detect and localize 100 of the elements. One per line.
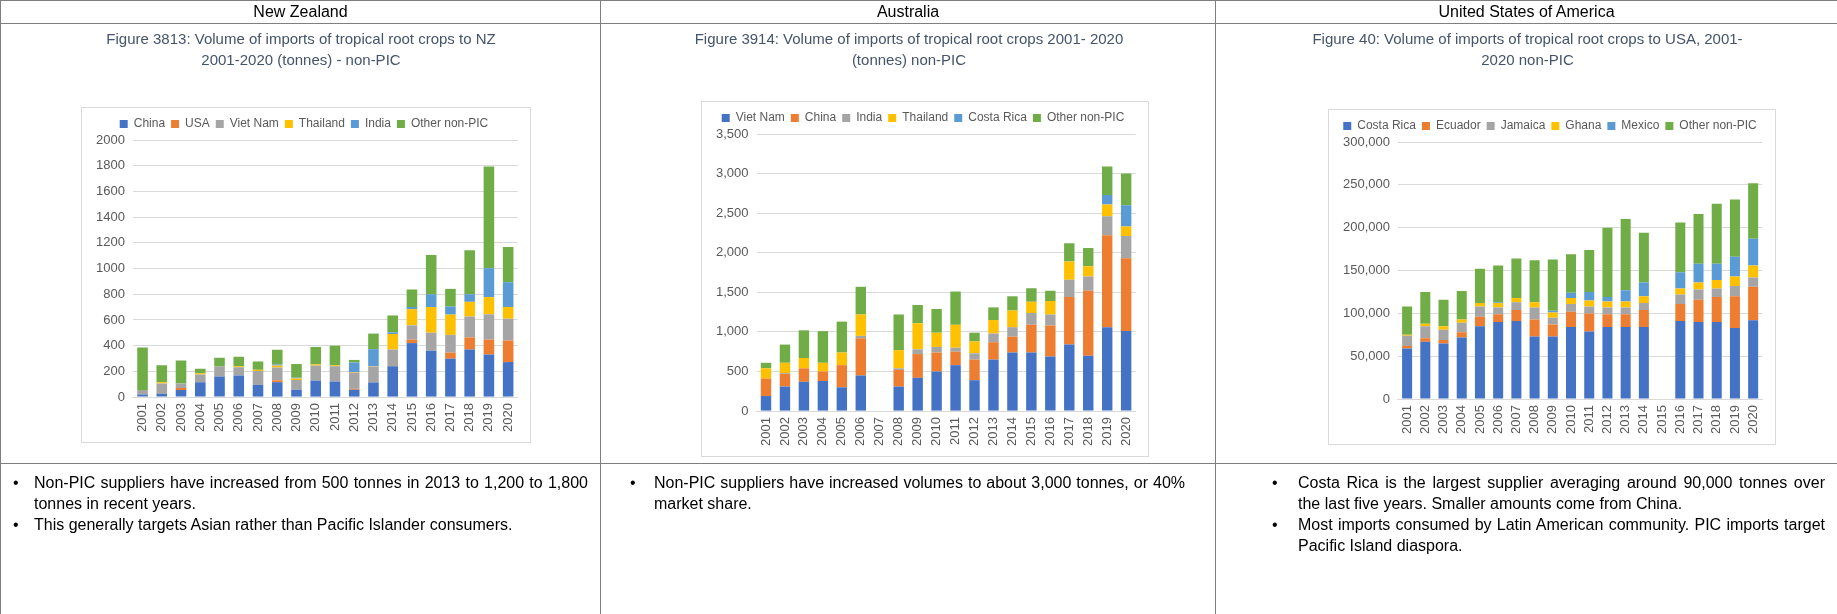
legend-label: China bbox=[804, 110, 837, 125]
x-tick-label: 2005 bbox=[211, 403, 227, 432]
x-tick-label: 2005 bbox=[833, 417, 849, 446]
x-tick-label: 2019 bbox=[480, 403, 496, 432]
x-tick-label: 2008 bbox=[268, 403, 284, 432]
legend-label: Mexico bbox=[1621, 118, 1660, 133]
x-tick-label: 2012 bbox=[966, 417, 982, 446]
x-tick-label: 2005 bbox=[1471, 405, 1487, 434]
x-tick-label: 2014 bbox=[1635, 405, 1651, 434]
x-tick-label: 2010 bbox=[1562, 405, 1578, 434]
x-tick-label: 2018 bbox=[461, 403, 477, 432]
legend-label: Thailand bbox=[298, 116, 345, 131]
y-tick-label: 600 bbox=[103, 311, 125, 327]
legend-label: Other non-PIC bbox=[1679, 118, 1758, 133]
y-tick-label: 0 bbox=[117, 388, 125, 404]
legend-label: USA bbox=[185, 116, 210, 131]
text: • Non-PIC suppliers have increased volumes to about 3,000 tonnes, or 40% market share. bbox=[630, 473, 1185, 514]
x-tick-label: 2008 bbox=[1526, 405, 1542, 434]
y-tick-label: 1600 bbox=[96, 182, 125, 198]
y-tick-label: 1000 bbox=[96, 260, 125, 276]
y-tick-label: 2,500 bbox=[715, 204, 749, 220]
y-tick-label: 0 bbox=[1382, 390, 1390, 406]
y-tick-label: 1,000 bbox=[715, 323, 749, 339]
x-tick-label: 2015 bbox=[1653, 405, 1669, 434]
legend-label: Viet Nam bbox=[229, 116, 279, 131]
legend-label: Jamaica bbox=[1500, 118, 1546, 133]
x-tick-label: 2017 bbox=[1060, 417, 1076, 446]
x-tick-label: 2006 bbox=[852, 417, 868, 446]
x-tick-label: 2014 bbox=[1004, 417, 1019, 446]
x-tick-label: 2013 bbox=[985, 417, 1001, 446]
x-tick-label: 2006 bbox=[1489, 405, 1505, 434]
x-tick-label: 2001 bbox=[1398, 405, 1414, 434]
x-tick-label: 2007 bbox=[1507, 405, 1523, 434]
y-tick-label: 200,000 bbox=[1342, 219, 1390, 235]
x-tick-label: 2010 bbox=[928, 417, 944, 446]
text: • Costa Rica is the largest supplier averaging around 90,000 tonnes over the last five years. Smaller amounts come from China. bbox=[1272, 474, 1825, 512]
y-tick-label: 500 bbox=[726, 363, 749, 379]
legend-label: China bbox=[133, 116, 166, 131]
y-tick-label: 1800 bbox=[96, 157, 125, 173]
x-tick-label: 2002 bbox=[1416, 405, 1432, 434]
text: • Most imports consumed by Latin American community. PIC imports target Pacific Island diaspora. bbox=[1272, 516, 1825, 554]
y-tick-label: 1200 bbox=[96, 234, 125, 250]
x-tick-label: 2013 bbox=[365, 403, 381, 432]
x-tick-label: 2020 bbox=[499, 403, 515, 432]
x-tick-label: 2011 bbox=[947, 417, 963, 446]
x-tick-label: 2008 bbox=[890, 417, 906, 446]
x-tick-label: 2020 bbox=[1744, 405, 1760, 434]
x-tick-label: 2004 bbox=[814, 417, 830, 446]
y-tick-label: 400 bbox=[103, 337, 125, 353]
y-tick-label: 100,000 bbox=[1342, 304, 1390, 320]
x-tick-label: 2012 bbox=[1599, 405, 1615, 434]
x-tick-label: 2004 bbox=[1453, 405, 1469, 434]
y-tick-label: 200 bbox=[103, 362, 125, 378]
y-tick-label: 1,500 bbox=[715, 283, 749, 299]
legend-label: Thailand bbox=[902, 110, 949, 125]
x-tick-label: 2003 bbox=[795, 417, 811, 446]
chart-title: New Zealand bbox=[253, 3, 348, 20]
x-tick-label: 2018 bbox=[1079, 417, 1095, 446]
y-tick-label: 50,000 bbox=[1350, 347, 1390, 363]
y-tick-label: 2,000 bbox=[715, 244, 749, 260]
x-tick-label: 2018 bbox=[1708, 405, 1724, 434]
text: • Non-PIC suppliers have increased from 500 tonnes in 2013 to 1,200 to 1,800 tonnes in recent years. bbox=[13, 473, 588, 514]
legend-label: India bbox=[856, 110, 883, 125]
x-tick-label: 2015 bbox=[1022, 417, 1038, 446]
x-tick-label: 2020 bbox=[1117, 417, 1133, 446]
x-tick-label: 2017 bbox=[442, 403, 457, 432]
x-tick-label: 2016 bbox=[422, 403, 438, 432]
chart-subtitle: Figure 3914: Volume of imports of tropical root crops 2001- 2020 (tonnes) non-PIC bbox=[693, 29, 1125, 70]
legend-label: India bbox=[364, 116, 392, 131]
x-tick-label: 2002 bbox=[776, 417, 792, 446]
x-tick-label: 2002 bbox=[153, 403, 169, 432]
chart-subtitle: Figure 40: Volume of imports of tropical root crops to USA, 2001-2020 non-PIC bbox=[1311, 29, 1744, 70]
legend-label: Costa Rica bbox=[1357, 118, 1417, 133]
x-tick-label: 2004 bbox=[191, 403, 207, 432]
x-tick-label: 2007 bbox=[249, 403, 265, 432]
x-tick-label: 2016 bbox=[1671, 405, 1687, 434]
x-tick-label: 2009 bbox=[288, 403, 304, 432]
x-tick-label: 2017 bbox=[1690, 405, 1706, 434]
x-tick-label: 2006 bbox=[230, 403, 246, 432]
y-tick-label: 300,000 bbox=[1342, 133, 1390, 149]
x-tick-label: 2016 bbox=[1041, 417, 1057, 446]
y-tick-label: 2000 bbox=[96, 131, 125, 147]
x-tick-label: 2009 bbox=[1544, 405, 1560, 434]
y-tick-label: 3,500 bbox=[715, 125, 749, 141]
x-tick-label: 2011 bbox=[1580, 405, 1596, 434]
y-tick-label: 1400 bbox=[96, 208, 125, 224]
chart-title: Australia bbox=[876, 3, 940, 20]
y-tick-label: 250,000 bbox=[1342, 176, 1390, 192]
x-tick-label: 2019 bbox=[1726, 405, 1742, 434]
x-tick-label: 2012 bbox=[345, 403, 361, 432]
legend-label: Ecuador bbox=[1435, 118, 1481, 133]
y-tick-label: 800 bbox=[103, 285, 125, 301]
x-tick-label: 2007 bbox=[871, 417, 887, 446]
x-tick-label: 2009 bbox=[909, 417, 925, 446]
y-tick-label: 0 bbox=[741, 402, 749, 418]
chart-title: United States of America bbox=[1438, 3, 1615, 20]
text: • This generally targets Asian rather than Pacific Islander consumers. bbox=[13, 515, 514, 535]
chart-subtitle: Figure 3813: Volume of imports of tropical root crops to NZ 2001-2020 (tonnes) - non-PIC bbox=[105, 29, 497, 70]
legend-label: Other non-PIC bbox=[410, 116, 489, 131]
legend-label: Costa Rica bbox=[968, 110, 1028, 125]
